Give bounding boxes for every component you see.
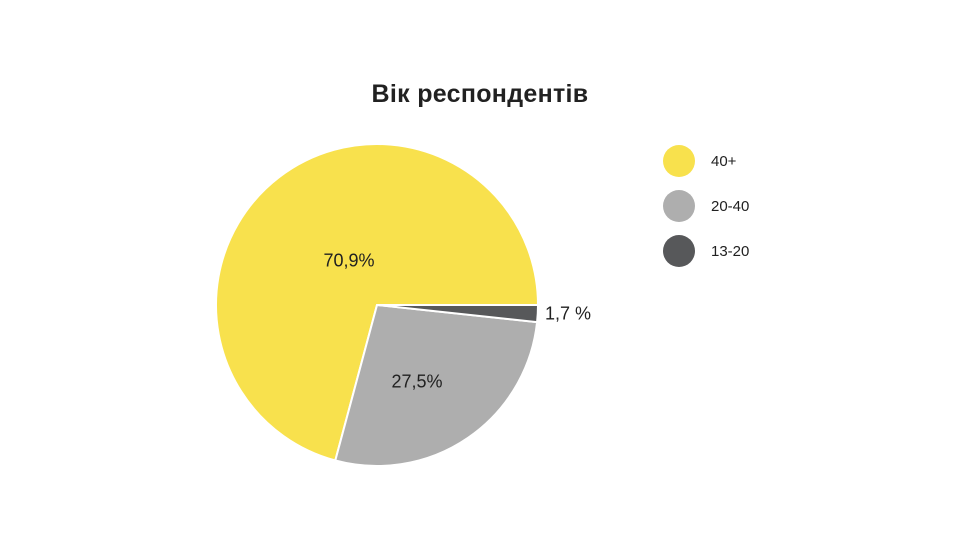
chart-legend: 40+ 20-40 13-20	[663, 145, 749, 280]
legend-label-13-20: 13-20	[711, 242, 750, 260]
chart-title: Вік респондентів	[371, 80, 589, 108]
legend-label-40plus: 40+	[711, 152, 737, 170]
legend-item-20-40: 20-40	[663, 190, 749, 222]
legend-item-40plus: 40+	[663, 145, 749, 177]
slice-value-label-40plus: 70,9%	[323, 250, 375, 271]
legend-swatch-13-20-icon	[663, 235, 695, 267]
slice-value-label-13-20: 1,7 %	[544, 303, 592, 324]
legend-swatch-20-40-icon	[663, 190, 695, 222]
pie-slice-20-40	[334, 304, 539, 467]
pie-chart	[215, 142, 539, 467]
slice-value-label-20-40: 27,5%	[391, 371, 443, 392]
legend-swatch-40plus-icon	[663, 145, 695, 177]
pie-slice-13-20	[376, 304, 539, 324]
pie-slice-40+	[215, 142, 539, 462]
legend-label-20-40: 20-40	[711, 197, 750, 215]
legend-item-13-20: 13-20	[663, 235, 749, 267]
